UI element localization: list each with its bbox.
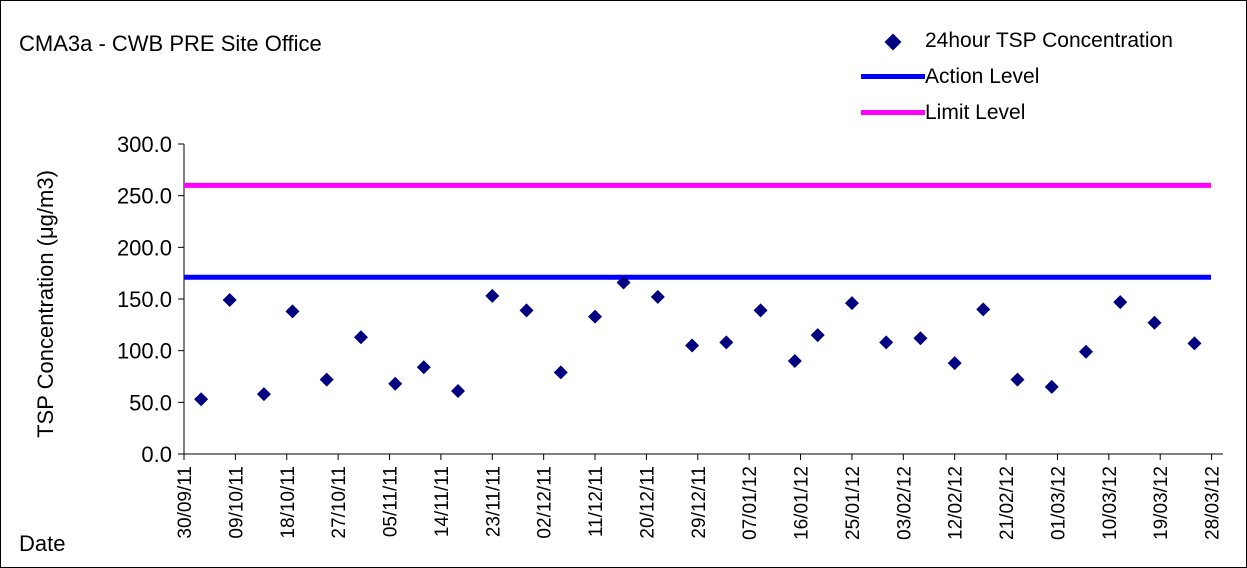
y-tick-label: 100.0: [117, 339, 172, 364]
legend: 24hour TSP Concentration Action Level Li…: [861, 29, 1241, 137]
data-point: [588, 309, 603, 324]
data-point: [976, 302, 991, 317]
data-point: [913, 331, 928, 346]
x-tick-label: 10/03/12: [1100, 466, 1121, 540]
x-tick-label: 16/01/12: [792, 466, 813, 540]
y-tick-label: 150.0: [117, 287, 172, 312]
x-tick-label: 20/12/11: [637, 466, 658, 539]
data-point: [719, 335, 734, 350]
legend-label-limit-level: Limit Level: [925, 101, 1026, 124]
data-point: [810, 328, 825, 343]
legend-label-tsp: 24hour TSP Concentration: [925, 29, 1173, 52]
x-tick-label: 27/10/11: [329, 466, 350, 539]
x-tick-label: 29/12/11: [689, 466, 710, 539]
diamond-marker-icon: [884, 33, 902, 51]
x-tick-label: 21/02/12: [997, 466, 1018, 540]
data-point: [388, 376, 403, 391]
chart-title: CMA3a - CWB PRE Site Office: [19, 31, 322, 56]
x-tick-label: 14/11/11: [432, 466, 453, 537]
x-tick-label: 03/02/12: [894, 466, 915, 540]
data-point: [947, 356, 962, 371]
data-point: [879, 335, 894, 350]
data-point: [650, 289, 665, 304]
x-tick-label: 12/02/12: [946, 466, 967, 540]
data-point: [222, 293, 237, 308]
x-tick-label: 30/09/11: [175, 466, 196, 539]
data-point: [1187, 336, 1202, 351]
x-axis-label: Date: [19, 531, 66, 556]
x-tick-label: 07/01/12: [740, 466, 761, 540]
y-tick-label: 0.0: [141, 442, 172, 467]
x-tick-label: 28/03/12: [1203, 466, 1224, 540]
data-point: [787, 354, 802, 368]
data-point: [1044, 379, 1059, 394]
y-tick-label: 50.0: [129, 390, 172, 415]
legend-item-tsp: 24hour TSP Concentration: [861, 29, 1241, 65]
x-tick-label: 02/12/11: [535, 466, 556, 539]
data-point: [256, 387, 271, 402]
data-point: [519, 303, 534, 318]
legend-label-action-level: Action Level: [925, 65, 1040, 88]
limit-level-line-icon: [861, 110, 925, 115]
y-tick-label: 200.0: [117, 235, 172, 260]
x-tick-label: 19/03/12: [1151, 466, 1172, 540]
data-point: [485, 288, 500, 303]
y-axis-label: TSP Concentration (μg/m3): [33, 170, 58, 438]
y-tick-label: 250.0: [117, 184, 172, 209]
data-point: [353, 330, 368, 345]
legend-item-action-level: Action Level: [861, 65, 1241, 101]
data-point: [1113, 295, 1128, 310]
y-tick-label: 300.0: [117, 132, 172, 157]
data-point: [285, 304, 300, 319]
data-point: [753, 303, 768, 318]
x-tick-label: 18/10/11: [278, 466, 299, 539]
data-point: [1010, 372, 1025, 387]
data-point: [616, 275, 631, 290]
x-tick-label: 25/01/12: [843, 466, 864, 540]
data-point: [416, 360, 431, 375]
x-tick-label: 11/12/11: [586, 466, 607, 537]
data-point: [844, 296, 859, 311]
data-point: [553, 365, 568, 380]
data-point: [451, 383, 466, 398]
x-tick-label: 01/03/12: [1048, 466, 1069, 540]
data-point: [1147, 315, 1162, 330]
legend-item-limit-level: Limit Level: [861, 101, 1241, 137]
data-point: [319, 372, 334, 387]
data-point: [194, 392, 209, 407]
data-point: [685, 338, 700, 353]
action-level-line-icon: [861, 74, 925, 79]
data-point: [1078, 344, 1093, 359]
x-tick-label: 23/11/11: [483, 466, 504, 537]
x-tick-label: 05/11/11: [381, 466, 402, 537]
x-tick-label: 09/10/11: [226, 466, 247, 539]
